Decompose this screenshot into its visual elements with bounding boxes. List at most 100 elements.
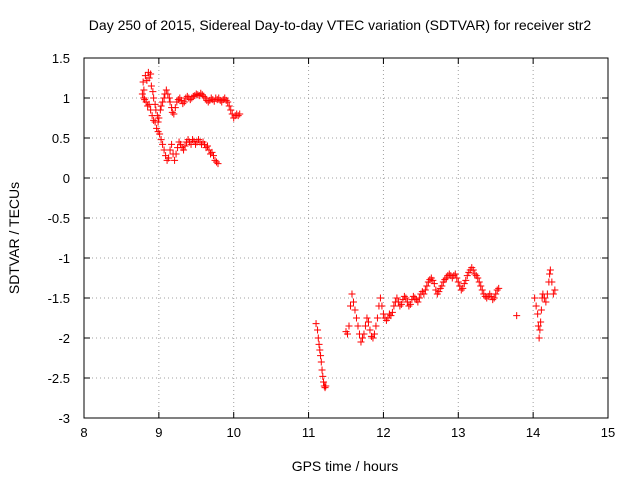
data-point <box>459 284 467 292</box>
data-point <box>349 298 357 306</box>
data-point <box>312 320 320 328</box>
data-point <box>236 110 244 118</box>
data-point <box>150 116 158 124</box>
data-point <box>160 146 168 154</box>
data-point <box>198 91 206 99</box>
data-point <box>543 290 551 298</box>
data-point <box>168 140 176 148</box>
data-point <box>406 300 414 308</box>
data-point <box>387 312 395 320</box>
data-point <box>345 322 353 330</box>
data-point <box>376 294 384 302</box>
data-point <box>532 302 540 310</box>
data-point <box>370 330 378 338</box>
data-point <box>211 156 219 164</box>
data-point <box>141 72 149 80</box>
data-point <box>378 302 386 310</box>
data-point <box>360 330 368 338</box>
data-point <box>183 92 191 100</box>
data-point <box>216 96 224 104</box>
y-tick-label: 1.5 <box>52 51 70 66</box>
data-point <box>317 358 325 366</box>
data-point <box>140 86 148 94</box>
data-point <box>534 322 542 330</box>
data-point <box>140 94 148 102</box>
data-point <box>214 160 222 168</box>
data-point <box>379 310 387 318</box>
data-point <box>153 124 161 132</box>
data-point <box>320 378 328 386</box>
series-late <box>513 266 559 342</box>
data-point <box>234 112 242 120</box>
data-point <box>390 302 398 310</box>
data-point <box>190 137 198 145</box>
data-point <box>421 286 429 294</box>
data-point <box>441 276 449 284</box>
data-point <box>145 100 153 108</box>
data-point <box>200 92 208 100</box>
data-point <box>426 276 434 284</box>
x-tick-label: 12 <box>376 425 390 440</box>
y-tick-label: -0.5 <box>48 211 70 226</box>
data-point <box>210 152 218 160</box>
data-point <box>144 102 152 110</box>
data-point <box>445 270 453 278</box>
data-point <box>487 292 495 300</box>
data-point <box>546 266 554 274</box>
data-point <box>358 334 366 342</box>
data-point <box>157 102 165 110</box>
data-point <box>548 278 556 286</box>
data-point <box>151 100 159 108</box>
data-point <box>148 112 156 120</box>
data-point <box>192 90 200 98</box>
data-point <box>388 308 396 316</box>
y-tick-label: 1 <box>63 91 70 106</box>
data-point <box>537 318 545 326</box>
grid <box>84 58 608 418</box>
data-point <box>157 136 165 144</box>
data-point <box>352 314 360 322</box>
data-point <box>536 326 544 334</box>
data-point <box>201 140 209 148</box>
data-point <box>147 70 155 78</box>
data-point <box>423 282 431 290</box>
data-point <box>213 96 221 104</box>
data-point <box>171 104 179 112</box>
data-point <box>462 276 470 284</box>
data-point <box>469 266 477 274</box>
data-point <box>186 96 194 104</box>
ticks <box>83 57 609 419</box>
data-point <box>435 288 443 296</box>
data-point <box>432 286 440 294</box>
y-tick-label: -2.5 <box>48 371 70 386</box>
data-point <box>139 78 147 86</box>
data-point <box>372 322 380 330</box>
data-point <box>414 298 422 306</box>
data-point <box>317 352 325 360</box>
data-point <box>224 98 232 106</box>
data-point <box>357 338 365 346</box>
chart-title: Day 250 of 2015, Sidereal Day-to-day VTE… <box>89 17 592 33</box>
data-point <box>531 294 539 302</box>
data-point <box>385 310 393 318</box>
data-point <box>366 326 374 334</box>
data-point <box>204 142 212 150</box>
data-point <box>460 280 468 288</box>
x-tick-label: 9 <box>155 425 162 440</box>
data-point <box>420 290 428 298</box>
data-point <box>483 294 491 302</box>
data-point <box>351 306 359 314</box>
x-tick-labels: 8 9 10 11 12 13 14 15 <box>80 425 615 440</box>
data-point <box>475 278 483 286</box>
data-point <box>170 110 178 118</box>
data-point <box>393 294 401 302</box>
data-point <box>430 280 438 288</box>
data-point <box>171 156 179 164</box>
data-point <box>429 276 437 284</box>
data-point <box>147 106 155 114</box>
data-point <box>316 346 324 354</box>
data-point <box>155 114 163 122</box>
data-point <box>551 286 559 294</box>
data-point <box>207 150 215 158</box>
y-tick-label: 0 <box>63 171 70 186</box>
